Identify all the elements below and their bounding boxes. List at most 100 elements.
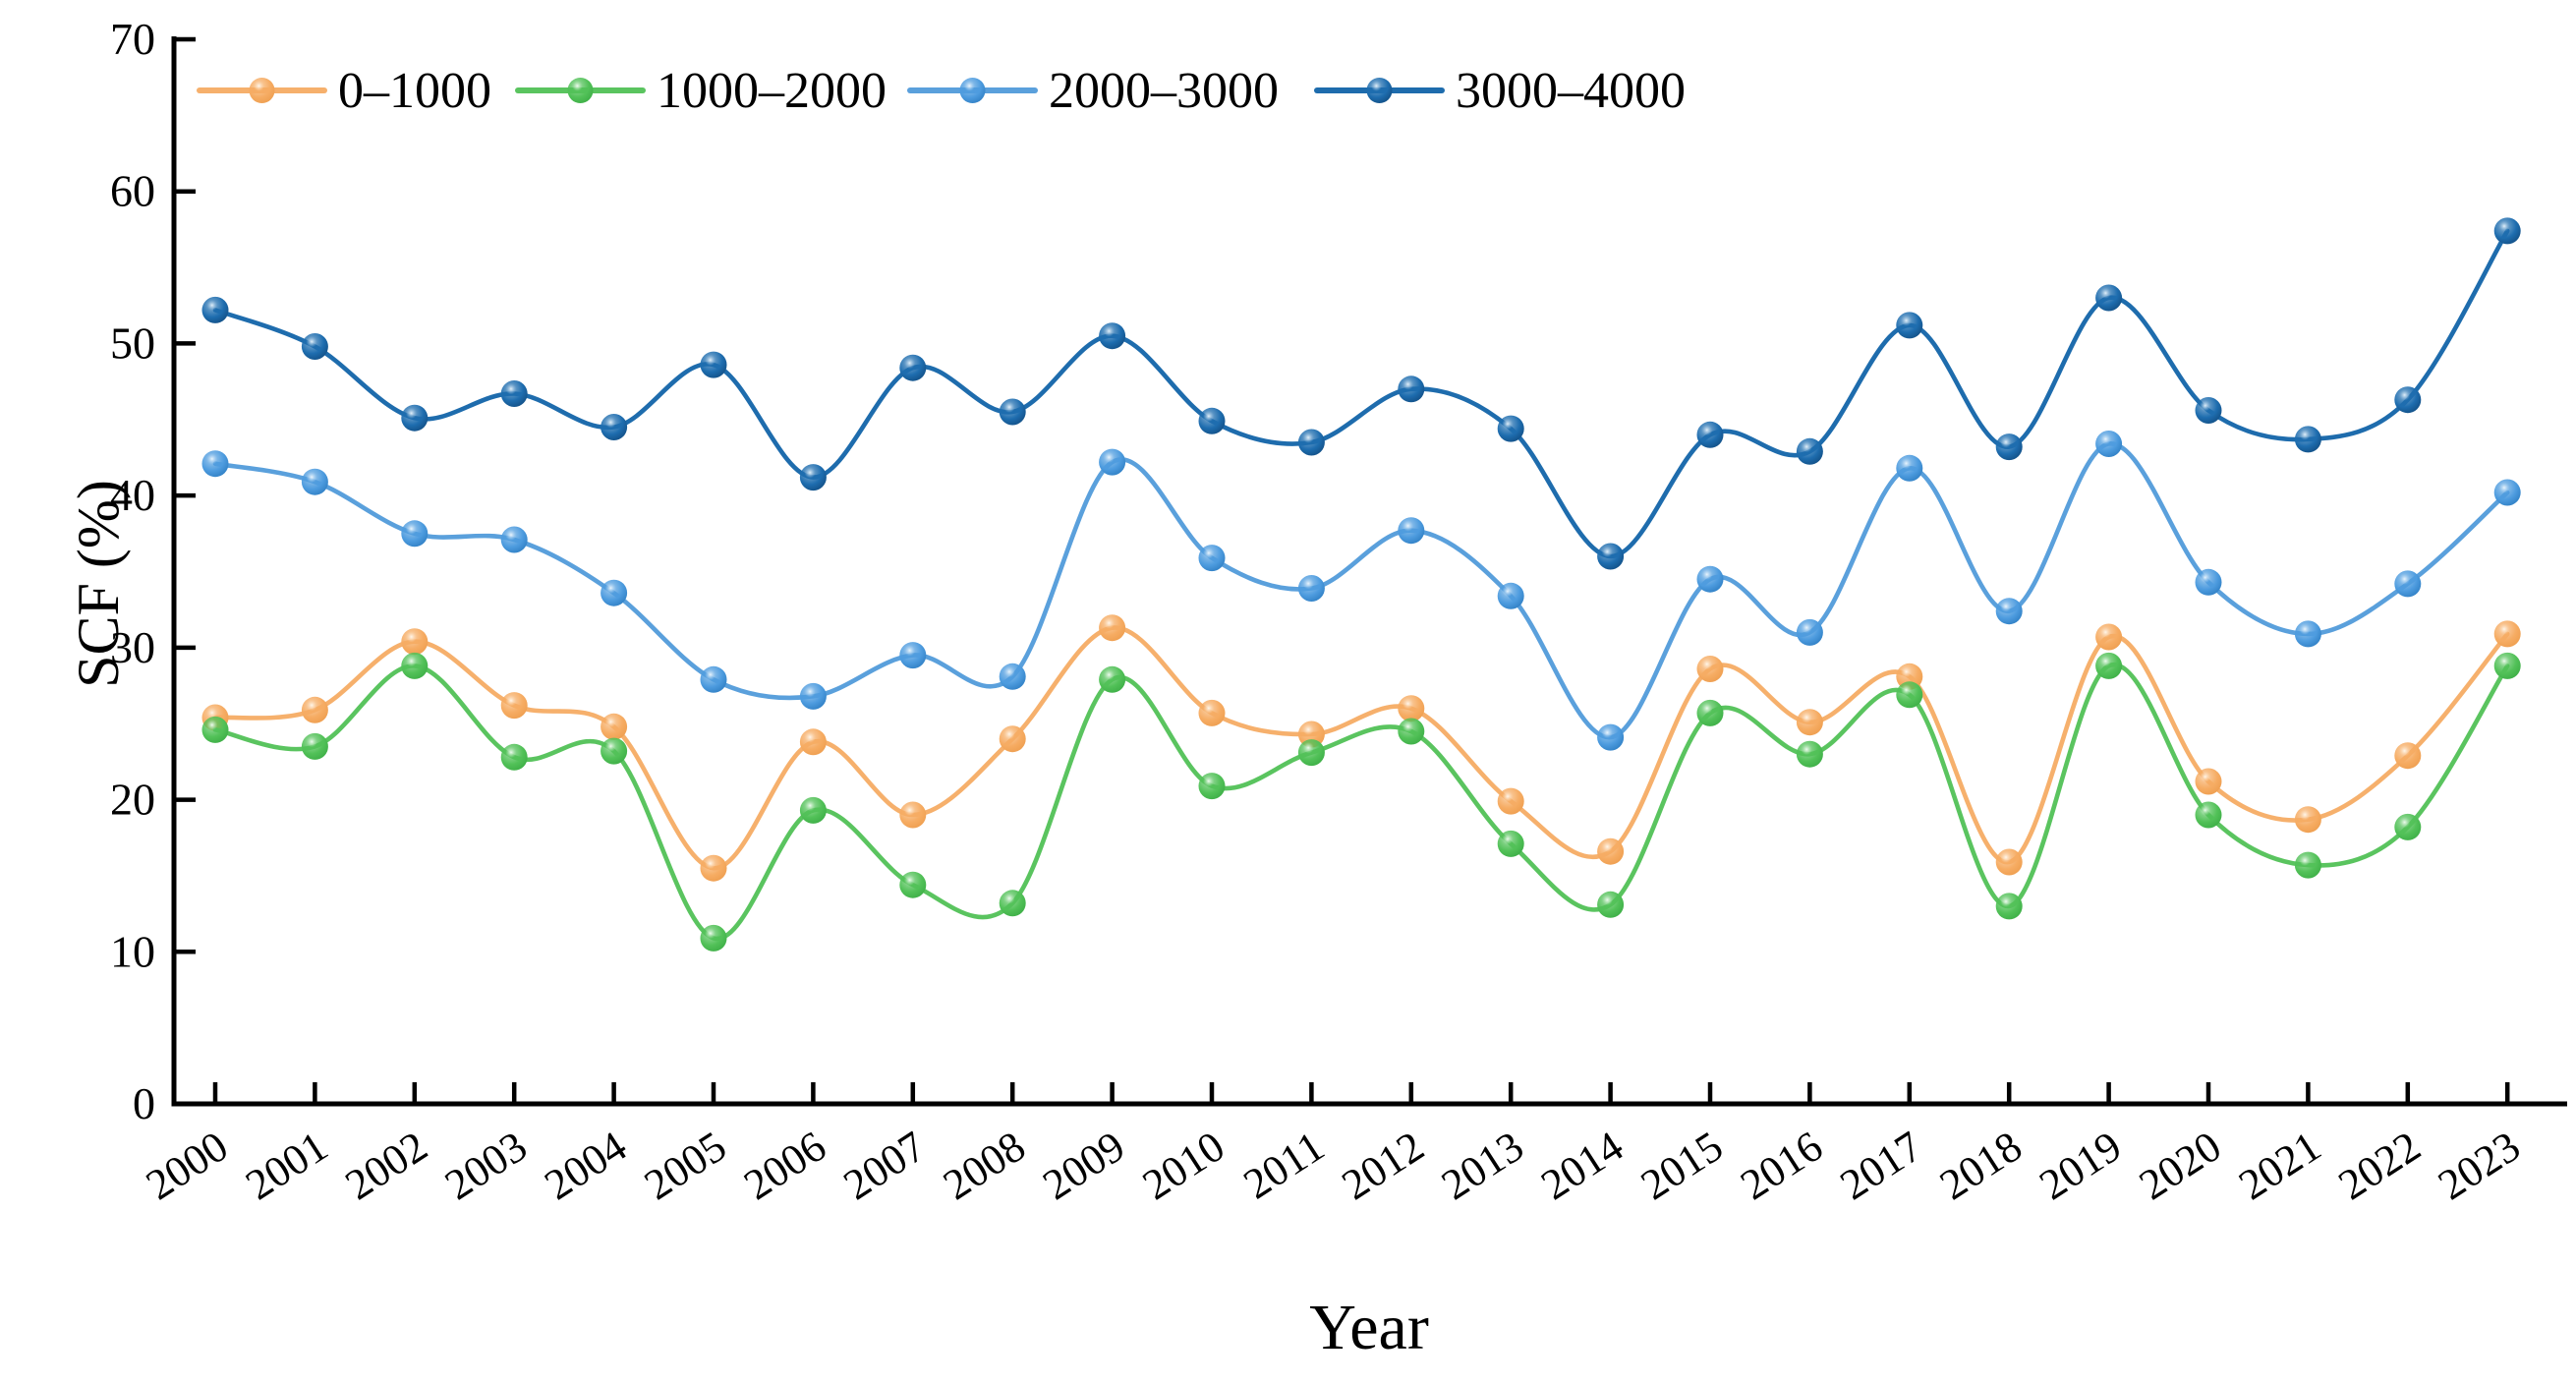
data-point-marker bbox=[2394, 570, 2422, 598]
x-tick-label: 2012 bbox=[1334, 1122, 1432, 1209]
data-point-marker bbox=[2294, 426, 2321, 453]
data-point-marker bbox=[1198, 545, 1226, 572]
y-tick-label: 30 bbox=[110, 622, 155, 672]
data-point-marker bbox=[500, 526, 528, 553]
data-point-marker bbox=[999, 398, 1026, 426]
data-point-marker bbox=[1497, 415, 1524, 442]
data-point-marker bbox=[999, 663, 1026, 690]
data-point-marker bbox=[1896, 663, 1923, 690]
y-axis-title: SCF (%) bbox=[66, 480, 131, 688]
legend-label: 3000–4000 bbox=[1456, 63, 1686, 119]
data-point-marker bbox=[1198, 699, 1226, 726]
data-point-marker bbox=[1796, 618, 1823, 646]
data-point-marker bbox=[1297, 429, 1325, 456]
data-point-marker bbox=[1796, 437, 1823, 465]
data-point-marker bbox=[1398, 375, 1425, 403]
y-tick-label: 50 bbox=[110, 317, 155, 368]
x-tick-label: 2022 bbox=[2330, 1122, 2429, 1209]
data-point-marker bbox=[799, 728, 827, 756]
data-point-marker bbox=[899, 642, 927, 669]
x-tick-label: 2019 bbox=[2032, 1122, 2130, 1209]
y-tick-label: 40 bbox=[110, 470, 155, 520]
legend-item-0–1000: 0–1000 bbox=[197, 63, 491, 119]
data-point-marker bbox=[2294, 620, 2321, 648]
x-tick-label: 2009 bbox=[1035, 1122, 1133, 1209]
data-point-marker bbox=[301, 696, 328, 723]
legend-marker bbox=[249, 78, 275, 103]
data-series bbox=[201, 217, 2521, 952]
data-point-marker bbox=[301, 468, 328, 495]
data-point-marker bbox=[601, 414, 628, 440]
data-point-marker bbox=[601, 713, 628, 740]
data-point-marker bbox=[2195, 768, 2222, 795]
data-point-marker bbox=[999, 725, 1026, 753]
x-tick-label: 2017 bbox=[1832, 1122, 1930, 1209]
x-tick-label: 2010 bbox=[1134, 1122, 1232, 1209]
data-point-marker bbox=[1099, 614, 1126, 642]
data-point-marker bbox=[799, 464, 827, 491]
data-point-marker bbox=[201, 450, 229, 478]
x-tick-label: 2000 bbox=[138, 1122, 236, 1209]
data-point-marker bbox=[301, 732, 328, 760]
data-point-marker bbox=[1297, 575, 1325, 602]
data-point-marker bbox=[1398, 718, 1425, 745]
data-point-marker bbox=[1696, 656, 1724, 682]
data-point-marker bbox=[2493, 217, 2521, 245]
legend-item-2000–3000: 2000–3000 bbox=[907, 63, 1279, 119]
x-tick-label: 2018 bbox=[1931, 1122, 2030, 1209]
data-point-marker bbox=[201, 716, 229, 743]
data-point-marker bbox=[401, 652, 429, 679]
data-point-marker bbox=[1099, 448, 1126, 476]
data-point-marker bbox=[1198, 407, 1226, 434]
data-point-marker bbox=[1597, 723, 1625, 751]
legend-marker bbox=[1366, 78, 1393, 103]
data-point-marker bbox=[2195, 801, 2222, 829]
data-point-marker bbox=[1497, 582, 1524, 609]
x-tick-label: 2002 bbox=[337, 1122, 435, 1209]
x-axis-title: Year bbox=[1309, 1292, 1429, 1363]
data-point-marker bbox=[2493, 479, 2521, 506]
data-point-marker bbox=[601, 737, 628, 765]
data-point-marker bbox=[1597, 891, 1625, 918]
data-point-marker bbox=[2493, 652, 2521, 679]
data-point-marker bbox=[2195, 397, 2222, 424]
data-point-marker bbox=[700, 665, 727, 693]
data-point-marker bbox=[2195, 568, 2222, 596]
data-point-marker bbox=[2095, 623, 2123, 651]
y-tick-label: 10 bbox=[110, 926, 155, 976]
data-point-marker bbox=[1796, 709, 1823, 736]
x-tick-label: 2008 bbox=[935, 1122, 1033, 1209]
data-point-marker bbox=[700, 924, 727, 952]
legend-label: 2000–3000 bbox=[1049, 63, 1279, 119]
data-point-marker bbox=[1198, 773, 1226, 800]
data-point-marker bbox=[1398, 517, 1425, 545]
legend-label: 0–1000 bbox=[338, 63, 491, 119]
x-tick-label: 2023 bbox=[2430, 1122, 2528, 1209]
data-point-marker bbox=[1896, 454, 1923, 482]
data-point-marker bbox=[1597, 543, 1625, 570]
data-point-marker bbox=[2095, 284, 2123, 312]
data-point-marker bbox=[1696, 421, 1724, 448]
x-tick-label: 2003 bbox=[436, 1122, 535, 1209]
y-tick-label: 70 bbox=[110, 14, 155, 64]
data-point-marker bbox=[2394, 386, 2422, 414]
data-point-marker bbox=[601, 579, 628, 606]
data-point-marker bbox=[2294, 851, 2321, 879]
data-point-marker bbox=[1297, 721, 1325, 748]
data-point-marker bbox=[2394, 813, 2422, 840]
x-tick-label: 2015 bbox=[1632, 1122, 1731, 1209]
data-point-marker bbox=[201, 296, 229, 323]
legend-item-3000–4000: 3000–4000 bbox=[1314, 63, 1686, 119]
data-point-marker bbox=[799, 796, 827, 824]
data-point-marker bbox=[301, 333, 328, 360]
data-point-marker bbox=[700, 351, 727, 378]
data-point-marker bbox=[1896, 681, 1923, 709]
data-point-marker bbox=[700, 854, 727, 882]
x-tick-label: 2001 bbox=[237, 1122, 335, 1209]
data-point-marker bbox=[1297, 739, 1325, 767]
x-tick-label: 2007 bbox=[835, 1122, 934, 1209]
data-point-marker bbox=[1896, 312, 1923, 339]
data-point-marker bbox=[899, 871, 927, 898]
